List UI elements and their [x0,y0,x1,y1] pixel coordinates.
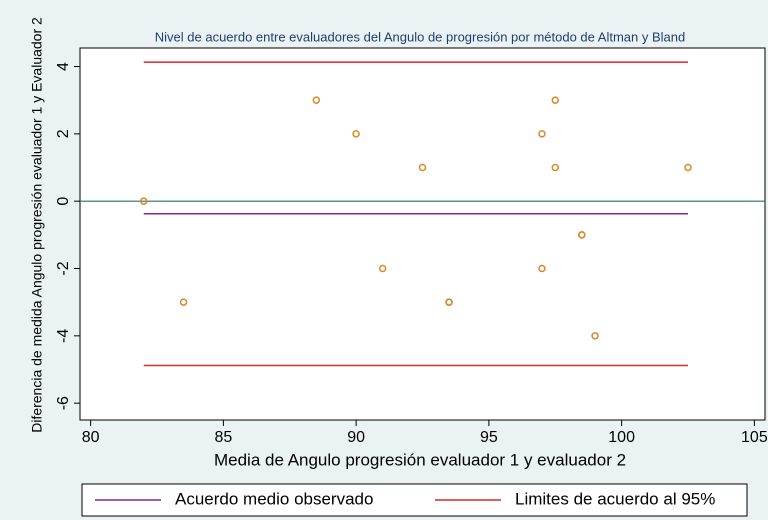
x-tick-label: 85 [214,429,232,446]
x-tick-label: 100 [608,429,635,446]
point [179,298,188,306]
point [312,96,321,104]
x-tick-label: 105 [741,429,768,446]
y-tick-label: 0 [55,197,72,206]
point [551,163,560,172]
x-tick-label: 95 [480,429,498,446]
point [445,298,453,306]
point [139,197,148,205]
y-tick-label: -6 [55,396,72,410]
point [418,163,427,172]
x-tick-label: 90 [347,429,365,446]
point [578,231,586,239]
point [684,163,692,172]
plot-area [79,47,766,421]
chart-title: Nivel de acuerdo entre evaluadores del A… [155,29,685,44]
legend-label: Acuerdo medio observado [175,489,373,508]
y-axis-label: Diferencia de medida Angulo progresión e… [29,17,45,433]
point [352,130,360,138]
point [538,264,546,273]
x-axis-label: Media de Angulo progresión evaluador 1 y… [214,450,626,469]
x-tick-label: 80 [82,429,100,446]
legend-label: Limites de acuerdo al 95% [515,489,715,508]
point [591,332,599,340]
y-tick-label: -4 [55,329,72,343]
y-tick-label: 2 [55,129,72,138]
y-tick-label: -2 [55,261,72,275]
point [538,130,546,138]
y-tick-label: 4 [55,62,72,71]
point [378,264,387,273]
legend [81,483,748,517]
point [551,96,560,104]
